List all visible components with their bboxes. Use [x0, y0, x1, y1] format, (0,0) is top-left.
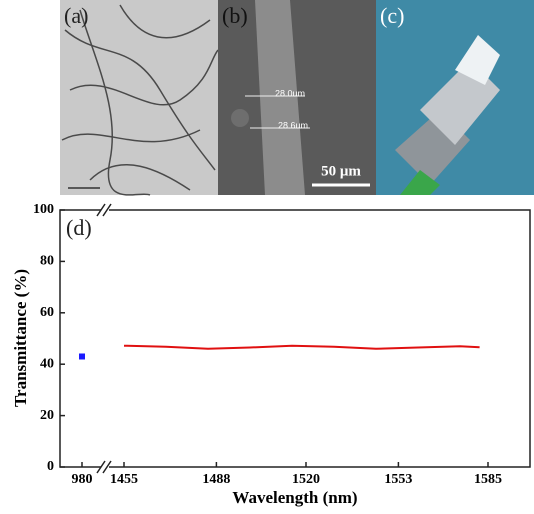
panel-a-image	[60, 0, 219, 196]
y-tick-label: 100	[33, 202, 54, 217]
plot-frame	[59, 209, 531, 468]
panel-label: (a)	[64, 3, 88, 28]
x-tick-label: 1553	[384, 472, 412, 487]
x-tick-label: 1585	[474, 472, 502, 487]
x-tick-label: 1455	[110, 472, 138, 487]
panel-c-image	[376, 0, 534, 195]
panel-b-image	[218, 0, 376, 195]
y-tick-label: 60	[40, 305, 54, 320]
annotation: 28.6um	[278, 120, 308, 130]
axis-break	[96, 203, 112, 474]
y-tick-label: 0	[47, 459, 54, 474]
data-point	[79, 353, 85, 360]
panel-label: (b)	[222, 3, 248, 28]
panel-label: (c)	[380, 3, 404, 28]
panel-label: (d)	[66, 215, 92, 240]
axis-break	[101, 462, 109, 472]
axis-break	[101, 205, 109, 215]
annotation: 28.0um	[275, 88, 305, 98]
x-axis-title: Wavelength (nm)	[232, 488, 357, 507]
x-tick-label: 1488	[202, 472, 230, 487]
scale-bar-label: 50 μm	[321, 163, 361, 179]
data-line	[123, 344, 480, 350]
y-tick-label: 40	[40, 356, 54, 371]
y-tick-label: 80	[40, 254, 54, 269]
y-tick-label: 20	[40, 408, 54, 423]
x-tick-label: 980	[72, 472, 93, 487]
y-axis-title: Transmittance (%)	[11, 269, 30, 407]
x-tick-label: 1520	[292, 472, 320, 487]
